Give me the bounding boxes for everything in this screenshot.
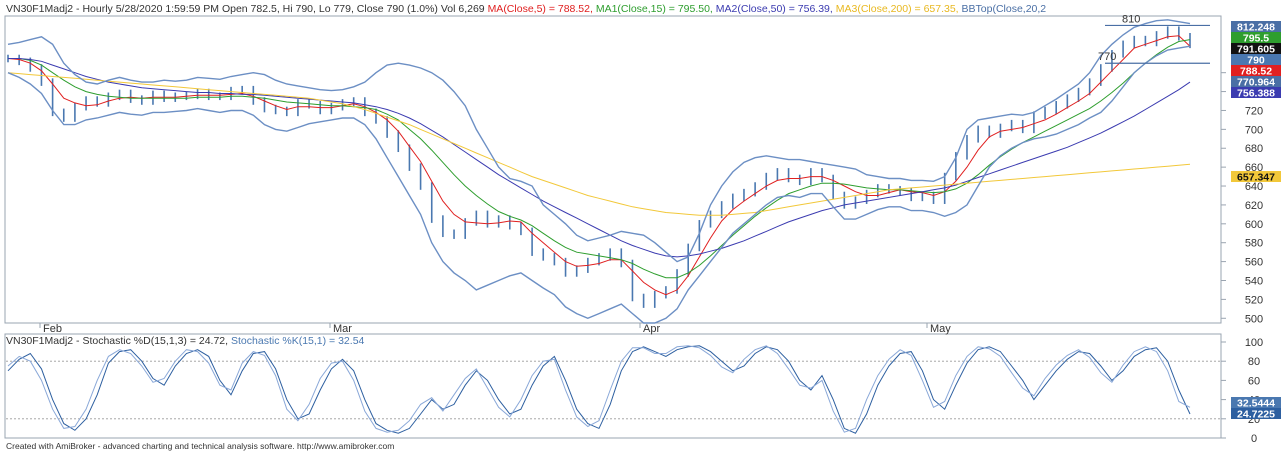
x-tick-label: May — [930, 323, 951, 335]
stoch-y-tick-label: 60 — [1248, 375, 1260, 387]
value-tag-label: 790 — [1247, 55, 1265, 67]
value-tag-label: 791.605 — [1237, 44, 1275, 56]
value-tag-label: 812.248 — [1237, 22, 1275, 34]
value-tag-label: 770.964 — [1237, 77, 1275, 89]
header-ma5: MA(Close,5) = 788.52, — [487, 3, 596, 15]
stochastic-header: VN30F1Madj2 - Stochastic %D(15,1,3) = 24… — [6, 335, 364, 347]
footer-credit: Created with AmiBroker - advanced charti… — [6, 441, 395, 451]
stoch-header-k: Stochastic %K(15,1) = 32.54 — [231, 335, 365, 347]
stoch-line-stochastic-d-15-1-3- — [7, 345, 1191, 434]
y-tick-label: 720 — [1245, 105, 1263, 117]
stoch-y-tick-label: 100 — [1245, 337, 1263, 349]
y-tick-label: 680 — [1245, 143, 1263, 155]
value-tag — [1231, 76, 1281, 87]
stoch-value-tag — [1231, 397, 1281, 408]
x-tick-label: Apr — [643, 323, 660, 335]
y-tick-label: 560 — [1245, 257, 1263, 269]
value-tag — [1231, 43, 1281, 54]
series-line-ma-close-5- — [7, 35, 1191, 296]
header-symbol-info: VN30F1Madj2 - Hourly 5/28/2020 1:59:59 P… — [6, 3, 488, 15]
value-tag-label: 795.5 — [1243, 33, 1269, 45]
y-tick-label: 520 — [1245, 294, 1263, 306]
x-tick-label: Feb — [43, 323, 62, 335]
stoch-value-tag — [1231, 408, 1281, 419]
price-panel-frame — [4, 15, 1222, 324]
y-tick-label: 500 — [1245, 313, 1263, 325]
value-tag — [1231, 87, 1281, 98]
stochastic-plot — [6, 345, 1220, 434]
y-tick-label: 540 — [1245, 275, 1263, 287]
stoch-y-tick-label: 0 — [1251, 433, 1257, 445]
y-tick-label: 640 — [1245, 181, 1263, 193]
series-line-bbbottom — [7, 45, 1191, 324]
stoch-value-tag-label: 24.7225 — [1237, 409, 1275, 421]
stoch-y-tick-label: 80 — [1248, 356, 1260, 368]
price-header: VN30F1Madj2 - Hourly 5/28/2020 1:59:59 P… — [6, 3, 1046, 15]
y-tick-label: 580 — [1245, 238, 1263, 250]
series-line-ma3-close-200- — [7, 72, 1191, 216]
value-tag-label: 788.52 — [1240, 66, 1272, 78]
header-ma15: MA1(Close,15) = 795.50, — [595, 3, 716, 15]
value-tag — [1231, 54, 1281, 65]
annotation-label: 770 — [1098, 51, 1116, 63]
axis-labels: 5005205405605806006206406606807007207407… — [39, 21, 1281, 445]
stoch-value-tag-label: 32.5444 — [1237, 398, 1275, 410]
header-ma200: MA3(Close,200) = 657.35, — [835, 3, 962, 15]
series-line-ma2-close-50- — [8, 58, 1191, 258]
header-ma50: MA2(Close,50) = 756.39, — [715, 3, 836, 15]
value-tag — [1231, 65, 1281, 76]
stoch-line-stochastic-k-15-1- — [7, 345, 1191, 433]
value-tag — [1231, 171, 1281, 182]
value-tag — [1231, 32, 1281, 43]
y-tick-label: 620 — [1245, 200, 1263, 212]
series-line-bbtop — [7, 19, 1191, 263]
header-bb: BBTop(Close,20,2 — [961, 3, 1047, 15]
y-tick-label: 700 — [1245, 124, 1263, 136]
annotation-label: 810 — [1122, 13, 1140, 25]
y-tick-label: 600 — [1245, 219, 1263, 231]
value-tag — [1231, 21, 1281, 32]
value-tag-label: 756.388 — [1237, 88, 1275, 100]
price-plot: 810 770 — [7, 13, 1210, 324]
value-tag-label: 657.347 — [1237, 172, 1275, 184]
stoch-header-d: VN30F1Madj2 - Stochastic %D(15,1,3) = 24… — [6, 335, 231, 347]
x-tick-label: Mar — [333, 323, 352, 335]
stochastic-panel-frame — [4, 333, 1222, 439]
